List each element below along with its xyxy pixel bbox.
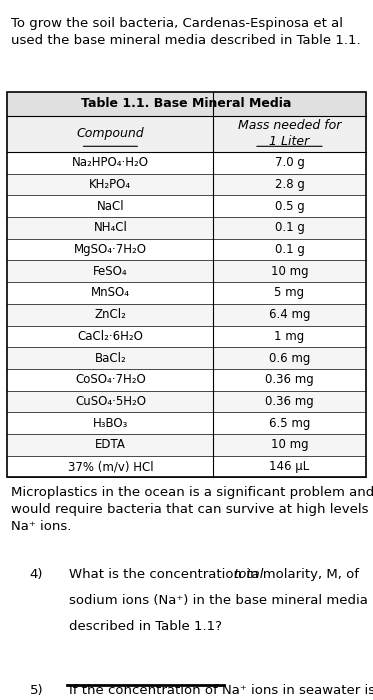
Text: Compound: Compound	[76, 127, 144, 140]
Bar	[7, 304, 366, 326]
Text: NH₄Cl: NH₄Cl	[94, 221, 127, 234]
Bar	[7, 260, 366, 282]
Bar	[7, 195, 366, 217]
Bar	[7, 391, 366, 412]
Text: What is the concentration in molarity, M, of: What is the concentration in molarity, M…	[69, 568, 363, 582]
Text: If the concentration of Na⁺ ions in seawater is: If the concentration of Na⁺ ions in seaw…	[69, 684, 373, 697]
Text: Table 1.1. Base Mineral Media: Table 1.1. Base Mineral Media	[81, 97, 292, 111]
Text: Mass needed for
1 Liter: Mass needed for 1 Liter	[238, 119, 341, 148]
Text: total: total	[233, 568, 264, 582]
Bar	[7, 92, 366, 477]
Text: 6.5 mg: 6.5 mg	[269, 416, 310, 430]
Text: ZnCl₂: ZnCl₂	[94, 308, 126, 321]
Text: 1 mg: 1 mg	[274, 330, 305, 343]
Text: 10 mg: 10 mg	[271, 265, 308, 278]
Text: MgSO₄·7H₂O: MgSO₄·7H₂O	[74, 243, 147, 256]
Text: To grow the soil bacteria, Cardenas-Espinosa et al
used the base mineral media d: To grow the soil bacteria, Cardenas-Espi…	[11, 18, 361, 48]
Text: 6.4 mg: 6.4 mg	[269, 308, 310, 321]
Text: CaCl₂·6H₂O: CaCl₂·6H₂O	[78, 330, 143, 343]
Text: CuSO₄·5H₂O: CuSO₄·5H₂O	[75, 395, 146, 408]
Bar	[7, 282, 366, 304]
Text: 0.5 g: 0.5 g	[275, 199, 304, 213]
Text: 37% (m/v) HCl: 37% (m/v) HCl	[68, 460, 153, 473]
Bar	[7, 217, 366, 239]
Bar	[7, 92, 366, 477]
Text: described in Table 1.1?: described in Table 1.1?	[69, 620, 222, 634]
Text: sodium ions (Na⁺) in the base mineral media: sodium ions (Na⁺) in the base mineral me…	[69, 594, 368, 608]
Text: MnSO₄: MnSO₄	[91, 286, 130, 300]
Text: 0.36 mg: 0.36 mg	[265, 395, 314, 408]
Bar	[7, 347, 366, 369]
Text: 0.1 g: 0.1 g	[275, 221, 304, 234]
Bar	[7, 412, 366, 434]
Bar	[7, 174, 366, 195]
Bar	[7, 152, 366, 174]
Bar	[7, 326, 366, 347]
Text: NaCl: NaCl	[97, 199, 124, 213]
Text: 4): 4)	[30, 568, 43, 582]
Text: 0.6 mg: 0.6 mg	[269, 351, 310, 365]
Text: 2.8 g: 2.8 g	[275, 178, 304, 191]
Text: 7.0 g: 7.0 g	[275, 156, 304, 169]
Text: BaCl₂: BaCl₂	[94, 351, 126, 365]
Text: 146 μL: 146 μL	[269, 460, 310, 473]
Text: 10 mg: 10 mg	[271, 438, 308, 452]
Bar	[7, 456, 366, 477]
Bar	[7, 239, 366, 260]
Bar	[7, 92, 366, 116]
Text: Na₂HPO₄·H₂O: Na₂HPO₄·H₂O	[72, 156, 149, 169]
Text: FeSO₄: FeSO₄	[93, 265, 128, 278]
Text: KH₂PO₄: KH₂PO₄	[90, 178, 131, 191]
Text: Microplastics in the ocean is a significant problem and
would require bacteria t: Microplastics in the ocean is a signific…	[11, 486, 373, 533]
Text: 0.1 g: 0.1 g	[275, 243, 304, 256]
Text: 5 mg: 5 mg	[275, 286, 304, 300]
Text: 0.36 mg: 0.36 mg	[265, 373, 314, 386]
Text: CoSO₄·7H₂O: CoSO₄·7H₂O	[75, 373, 146, 386]
Text: 5): 5)	[30, 684, 44, 697]
Bar	[7, 369, 366, 391]
Bar	[7, 116, 366, 152]
Text: H₃BO₃: H₃BO₃	[93, 416, 128, 430]
Text: EDTA: EDTA	[95, 438, 126, 452]
Bar	[7, 434, 366, 456]
